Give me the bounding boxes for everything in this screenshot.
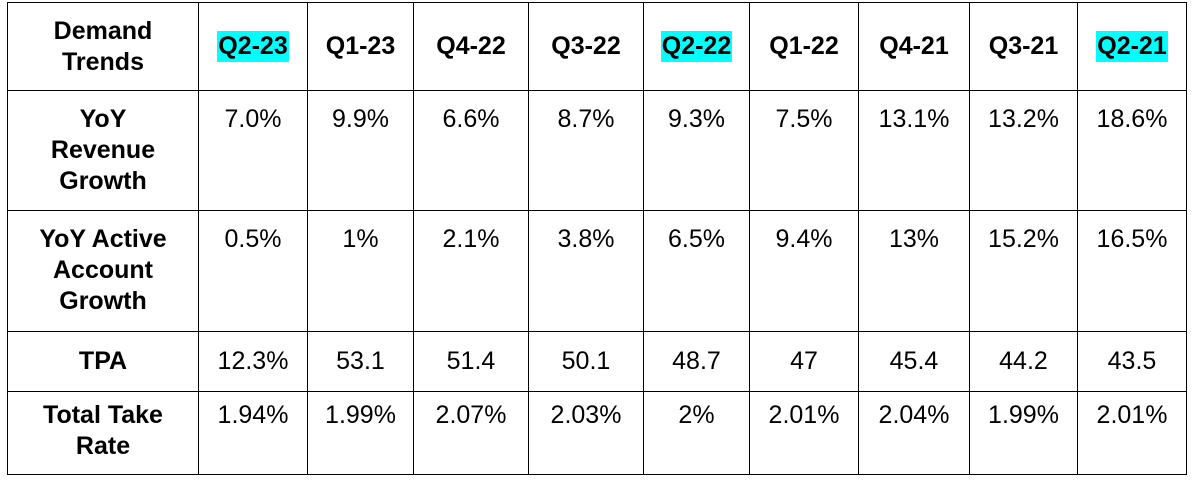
column-header-label: Q3-21 <box>988 32 1059 61</box>
table-cell: 44.2 <box>969 330 1078 392</box>
column-header-label: Q1-22 <box>769 32 839 61</box>
corner-header-cell: Demand Trends <box>7 1 199 92</box>
demand-trends-table: Demand Trends Q2-23 Q1-23 Q4-22 Q3-22 Q2… <box>7 1 1187 476</box>
table-cell: 51.4 <box>413 330 529 392</box>
column-header-label: Q4-21 <box>879 32 949 61</box>
table-row-yoy-active-account-growth: YoY Active Account Growth 0.5% 1% 2.1% 3… <box>7 210 1187 332</box>
table-cell: 53.1 <box>307 330 414 392</box>
table-cell: 48.7 <box>643 330 750 392</box>
table-cell: 2.1% <box>413 210 529 332</box>
column-header-label: Q1-23 <box>325 32 396 61</box>
column-header-cell: Q2-21 <box>1077 1 1187 92</box>
table-row-tpa: TPA 12.3% 53.1 51.4 50.1 48.7 47 45.4 44… <box>7 330 1187 392</box>
column-header-cell: Q2-23 <box>198 1 308 92</box>
column-header-cell: Q1-23 <box>307 1 414 92</box>
column-header-label: Q4-22 <box>436 32 506 61</box>
table-cell: 0.5% <box>198 210 308 332</box>
table-cell: 2% <box>643 390 750 476</box>
column-header-label: Q2-23 <box>217 31 289 63</box>
column-header-cell: Q1-22 <box>749 1 859 92</box>
table-row-total-take-rate: Total Take Rate 1.94% 1.99% 2.07% 2.03% … <box>7 390 1187 476</box>
table-cell: 50.1 <box>528 330 644 392</box>
table-cell: 6.5% <box>643 210 750 332</box>
table-cell: 47 <box>749 330 859 392</box>
table-cell: 18.6% <box>1077 90 1187 212</box>
table-cell: 1% <box>307 210 414 332</box>
table-cell: 2.01% <box>749 390 859 476</box>
demand-trends-table-container: Demand Trends Q2-23 Q1-23 Q4-22 Q3-22 Q2… <box>7 1 1187 476</box>
table-cell: 45.4 <box>858 330 970 392</box>
corner-header-label: Demand Trends <box>53 16 153 76</box>
table-cell: 9.9% <box>307 90 414 212</box>
table-cell: 15.2% <box>969 210 1078 332</box>
table-cell: 16.5% <box>1077 210 1187 332</box>
table-cell: 2.01% <box>1077 390 1187 476</box>
table-cell: 2.04% <box>858 390 970 476</box>
row-header-label: TPA <box>7 330 199 392</box>
table-cell: 12.3% <box>198 330 308 392</box>
column-header-cell: Q4-22 <box>413 1 529 92</box>
table-cell: 7.5% <box>749 90 859 212</box>
table-cell: 1.99% <box>307 390 414 476</box>
column-header-cell: Q3-22 <box>528 1 644 92</box>
column-header-cell: Q4-21 <box>858 1 970 92</box>
table-cell: 9.3% <box>643 90 750 212</box>
table-cell: 6.6% <box>413 90 529 212</box>
table-cell: 2.07% <box>413 390 529 476</box>
table-cell: 9.4% <box>749 210 859 332</box>
row-header-label: Total Take Rate <box>7 390 199 476</box>
table-cell: 43.5 <box>1077 330 1187 392</box>
column-header-label: Q3-22 <box>551 32 621 61</box>
table-cell: 13% <box>858 210 970 332</box>
column-header-cell: Q3-21 <box>969 1 1078 92</box>
table-cell: 3.8% <box>528 210 644 332</box>
table-cell: 8.7% <box>528 90 644 212</box>
table-cell: 1.94% <box>198 390 308 476</box>
table-cell: 2.03% <box>528 390 644 476</box>
table-row-yoy-revenue-growth: YoY Revenue Growth 7.0% 9.9% 6.6% 8.7% 9… <box>7 90 1187 212</box>
table-cell: 13.2% <box>969 90 1078 212</box>
table-cell: 13.1% <box>858 90 970 212</box>
header-row: Demand Trends Q2-23 Q1-23 Q4-22 Q3-22 Q2… <box>7 1 1187 92</box>
column-header-label: Q2-21 <box>1096 31 1168 63</box>
row-header-label: YoY Active Account Growth <box>7 210 199 332</box>
column-header-cell: Q2-22 <box>643 1 750 92</box>
column-header-label: Q2-22 <box>660 31 733 63</box>
row-header-label: YoY Revenue Growth <box>7 90 199 212</box>
table-cell: 7.0% <box>198 90 308 212</box>
table-cell: 1.99% <box>969 390 1078 476</box>
